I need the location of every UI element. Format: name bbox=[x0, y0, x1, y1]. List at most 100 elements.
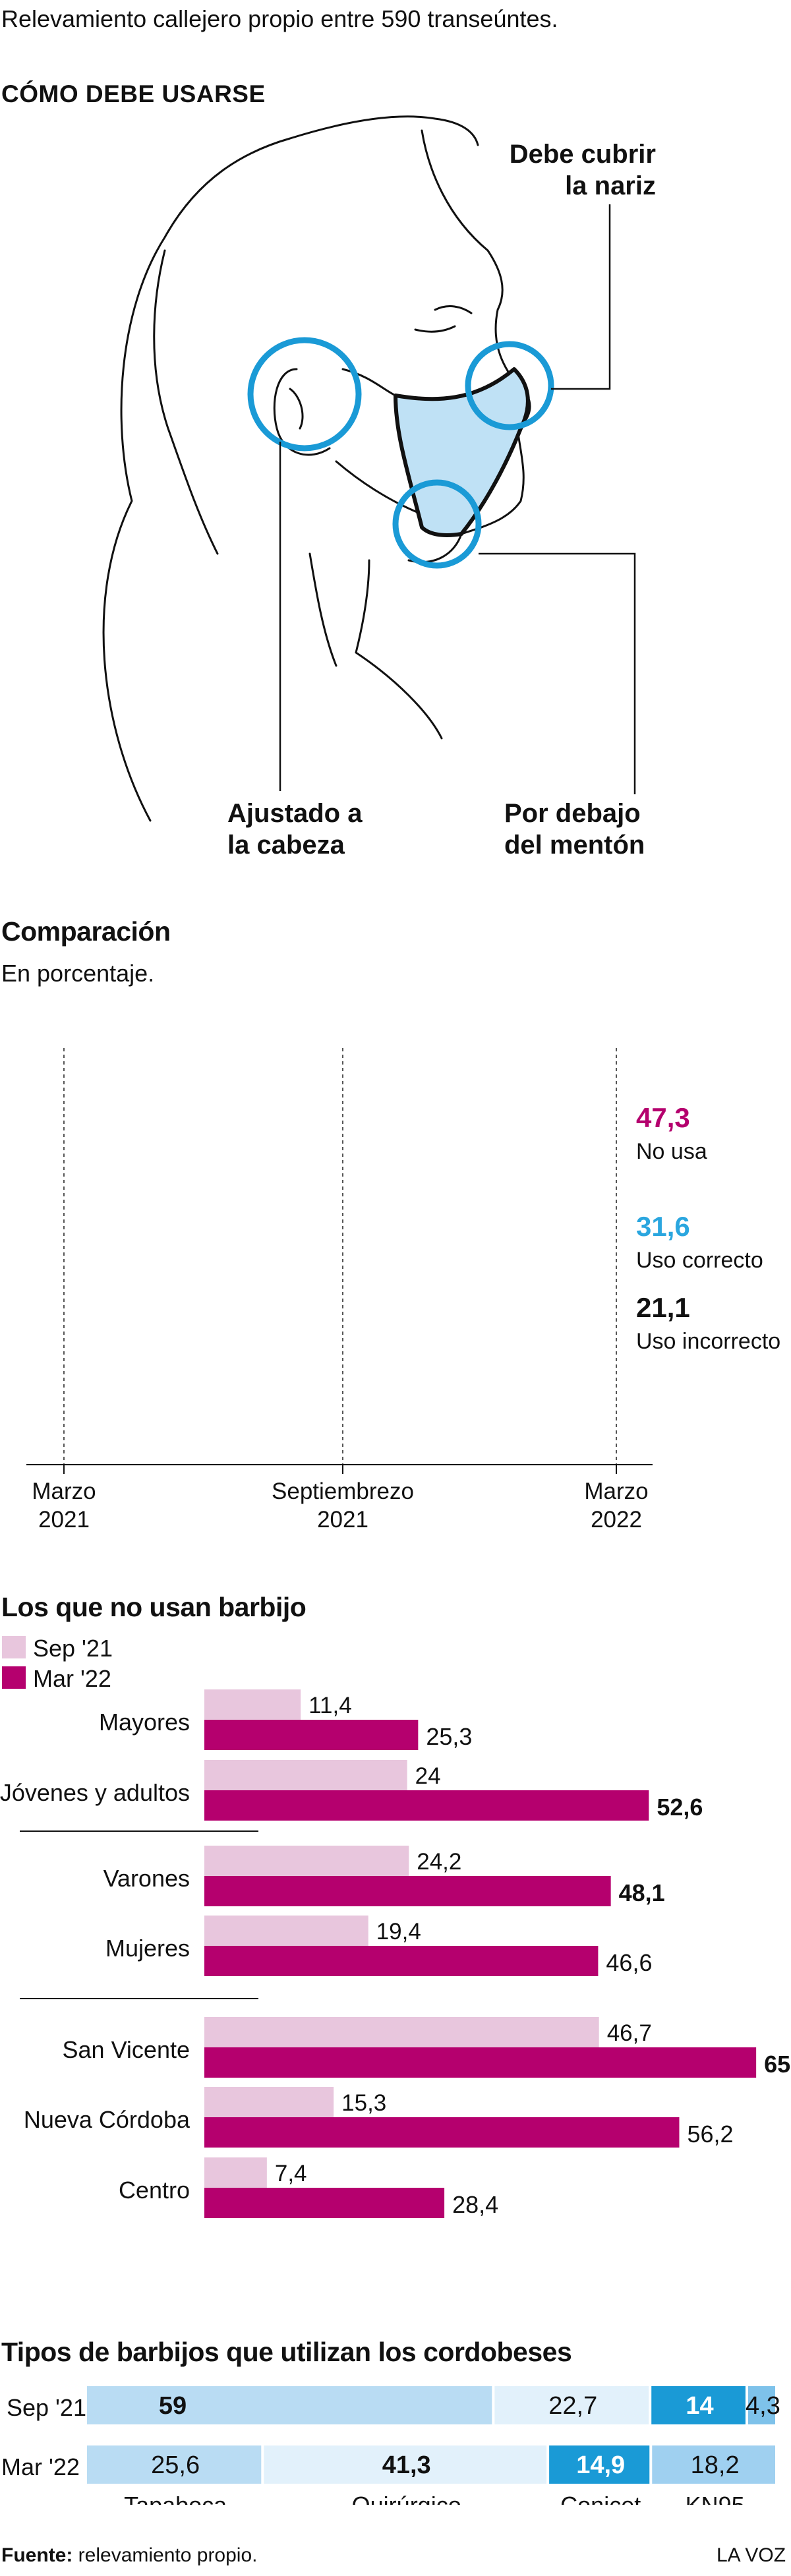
callout-head-line1: Ajustado a bbox=[227, 799, 363, 828]
bar-value-mar22-4: 65,3 bbox=[764, 2051, 791, 2078]
neck bbox=[355, 559, 443, 740]
leader-chin bbox=[479, 552, 636, 794]
stack-seg-1-2 bbox=[549, 2445, 650, 2484]
bar-mar22-3 bbox=[204, 1946, 599, 1976]
footer-source-text: relevamiento propio. bbox=[78, 2544, 258, 2566]
stack-seg-0-1 bbox=[494, 2386, 649, 2424]
series-name-correcto: Uso correcto bbox=[636, 1248, 763, 1273]
bar-category-6: Centro bbox=[119, 2177, 190, 2204]
stack-value-1-3: 18,2 bbox=[691, 2451, 740, 2479]
bar-mar22-2 bbox=[204, 1876, 611, 1906]
bar-value-mar22-1: 52,6 bbox=[657, 1794, 703, 1821]
circle-head bbox=[247, 337, 362, 452]
hair-back bbox=[153, 249, 219, 555]
no-usan-title: Los que no usan barbijo bbox=[1, 1592, 307, 1622]
bar-mar22-0 bbox=[204, 1720, 419, 1750]
bar-value-sep21-3: 19,4 bbox=[376, 1919, 421, 1945]
circle-chin bbox=[392, 479, 482, 569]
stack-seg-0-3 bbox=[747, 2386, 775, 2424]
tipos-row-label-mar22: Mar '22 bbox=[1, 2453, 80, 2480]
bar-sep21-3 bbox=[204, 1916, 368, 1946]
comparison-subtitle: En porcentaje. bbox=[1, 960, 155, 987]
x-tick-label-1-line2: 2021 bbox=[317, 1507, 368, 1529]
callout-head: Ajustado a la cabeza bbox=[227, 798, 362, 861]
stack-seg-1-0 bbox=[87, 2445, 262, 2484]
stack-seg-0-0 bbox=[87, 2386, 492, 2424]
head-outline bbox=[102, 115, 479, 822]
bar-value-sep21-0: 11,4 bbox=[308, 1693, 352, 1718]
tipos-stacked-chart: 59 22,7 14 4,3 25,6 41,3 14,9 18,2 Tapaboca Quirú… bbox=[87, 2386, 780, 2505]
callout-chin-line1: Por debajo bbox=[504, 799, 641, 828]
usage-title: CÓMO DEBE USARSE bbox=[1, 80, 266, 107]
bar-value-sep21-6: 7,4 bbox=[275, 2161, 307, 2186]
stack-value-1-1: 41,3 bbox=[382, 2451, 431, 2479]
end-value-correcto: 31,6 bbox=[636, 1211, 690, 1242]
stack-category-2: Conicet bbox=[560, 2492, 641, 2505]
intro-text: Relevamiento callejero propio entre 590 … bbox=[1, 5, 558, 32]
bar-value-sep21-1: 24 bbox=[415, 1763, 441, 1789]
stack-value-0-1: 22,7 bbox=[548, 2392, 597, 2420]
callout-head-line2: la cabeza bbox=[227, 831, 345, 860]
series-name-incorrecto: Uso incorrecto bbox=[636, 1329, 780, 1354]
series-name-nousa: No usa bbox=[636, 1139, 707, 1164]
tipos-title: Tipos de barbijos que utilizan los cordo… bbox=[1, 2337, 572, 2367]
bar-sep21-5 bbox=[204, 2087, 334, 2117]
bar-sep21-1 bbox=[204, 1760, 407, 1790]
x-tick-label-0-line1: Marzo bbox=[32, 1478, 96, 1504]
ear bbox=[273, 368, 331, 456]
bar-value-mar22-0: 25,3 bbox=[426, 1723, 472, 1750]
legend-swatch-sep21 bbox=[2, 1636, 26, 1658]
circle-nose bbox=[465, 341, 554, 430]
footer-source-label: Fuente: bbox=[1, 2544, 73, 2566]
bar-sep21-0 bbox=[204, 1689, 301, 1720]
callout-chin: Por debajo del mentón bbox=[504, 798, 645, 861]
bar-mar22-6 bbox=[204, 2188, 445, 2218]
mask-shape bbox=[394, 367, 530, 537]
end-value-incorrecto: 21,1 bbox=[636, 1292, 690, 1323]
end-value-nousa: 47,3 bbox=[636, 1102, 690, 1133]
bar-value-sep21-4: 46,7 bbox=[607, 2020, 652, 2046]
tipos-row-label-sep21: Sep '21 bbox=[7, 2394, 86, 2421]
bar-mar22-1 bbox=[204, 1790, 649, 1821]
mask-strap-bottom bbox=[335, 460, 423, 515]
comparison-line-chart: Marzo2021Septiembrezo2021Marzo202254,327… bbox=[26, 1048, 780, 1529]
bar-value-mar22-2: 48,1 bbox=[619, 1879, 665, 1906]
bar-category-5: Nueva Córdoba bbox=[24, 2106, 190, 2133]
bar-category-2: Varones bbox=[103, 1865, 190, 1892]
x-tick-label-2-line1: Marzo bbox=[584, 1478, 648, 1504]
leader-nose bbox=[551, 204, 611, 390]
bar-category-3: Mujeres bbox=[105, 1935, 190, 1962]
legend-label-sep21: Sep '21 bbox=[33, 1635, 113, 1662]
stack-category-0: Tapaboca bbox=[124, 2492, 227, 2505]
callout-nose-line1: Debe cubrir bbox=[509, 140, 656, 169]
bar-mar22-5 bbox=[204, 2117, 680, 2148]
stack-category-3: KN95 bbox=[686, 2492, 745, 2505]
bar-value-sep21-2: 24,2 bbox=[417, 1849, 461, 1875]
bar-category-4: San Vicente bbox=[63, 2036, 190, 2063]
bar-value-mar22-6: 28,4 bbox=[452, 2191, 498, 2218]
legend-label-mar22: Mar '22 bbox=[33, 1665, 111, 1692]
bar-value-mar22-5: 56,2 bbox=[687, 2121, 733, 2148]
stack-value-0-3: 4,3 bbox=[746, 2392, 780, 2420]
callout-chin-line2: del mentón bbox=[504, 831, 645, 860]
bar-mar22-4 bbox=[204, 2047, 757, 2078]
legend-swatch-mar22 bbox=[2, 1666, 26, 1689]
no-usan-bar-chart: 11,4 25,3 Mayores 24 52,6 Jóvenes y adultos 24… bbox=[0, 1689, 791, 2218]
bar-category-0: Mayores bbox=[99, 1709, 190, 1736]
stack-seg-1-1 bbox=[264, 2445, 547, 2484]
stack-value-1-0: 25,6 bbox=[151, 2451, 200, 2479]
bar-value-mar22-3: 46,6 bbox=[606, 1949, 652, 1976]
callout-nose: Debe cubrir la nariz bbox=[481, 138, 656, 202]
stack-value-0-0: 59 bbox=[159, 2392, 187, 2420]
footer-credit: LA VOZ bbox=[717, 2544, 786, 2566]
callout-nose-line2: la nariz bbox=[565, 171, 656, 200]
mask-illustration bbox=[102, 115, 636, 822]
footer-source: Fuente: relevamiento propio. bbox=[1, 2544, 258, 2567]
bar-sep21-6 bbox=[204, 2157, 267, 2188]
x-tick-label-1-line1: Septiembrezo bbox=[272, 1478, 414, 1504]
x-tick-label-0-line2: 2021 bbox=[38, 1507, 90, 1529]
stack-seg-1-3 bbox=[652, 2445, 775, 2484]
stack-category-1: Quirúrgico bbox=[352, 2492, 461, 2505]
comparison-title: Comparación bbox=[1, 916, 171, 947]
bar-sep21-4 bbox=[204, 2017, 599, 2047]
